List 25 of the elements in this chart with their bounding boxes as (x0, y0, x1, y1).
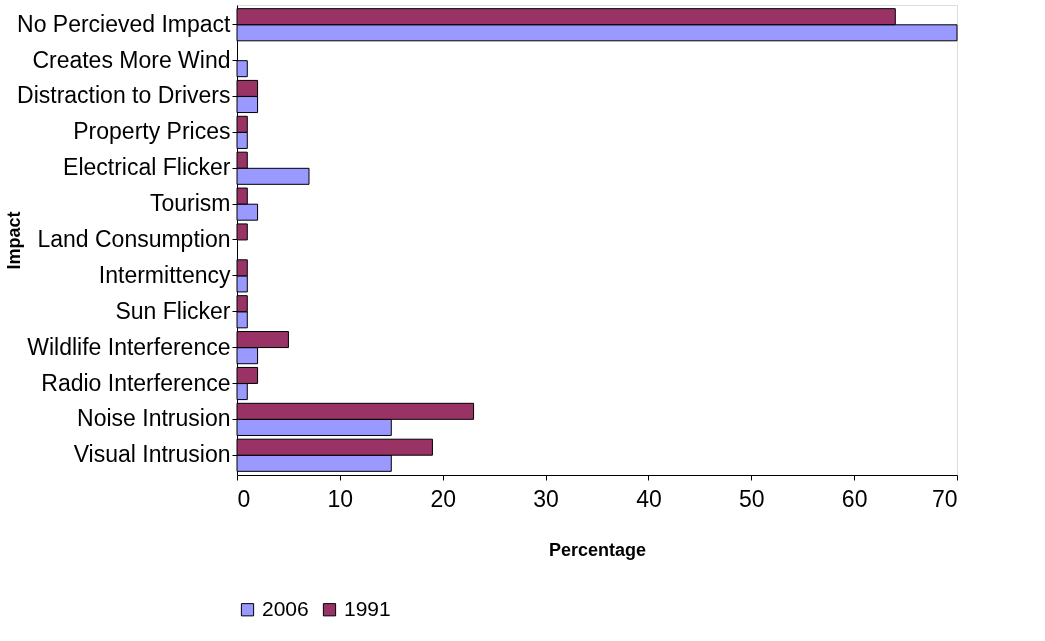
y-tick-label: Visual Intrusion (73, 441, 231, 468)
x-tick-label: 0 (237, 485, 251, 512)
x-tick-label: 20 (430, 485, 457, 512)
y-tick-label: Sun Flicker (115, 297, 231, 324)
y-tick-label: Distraction to Drivers (17, 82, 231, 109)
x-axis-title: Percentage (548, 539, 647, 560)
y-tick-label: Land Consumption (37, 226, 231, 252)
y-tick-label: Noise Intrusion (77, 405, 231, 432)
x-tick-label: 60 (841, 485, 868, 512)
x-tick-label: 40 (636, 485, 662, 512)
legend-label: 1991 (344, 596, 391, 620)
x-tick-label: 50 (738, 485, 765, 512)
y-tick-label: Tourism (149, 190, 231, 217)
y-tick-label: Electrical Flicker (63, 154, 231, 181)
x-tick-label: 30 (533, 485, 559, 512)
y-tick-label: No Percieved Impact (17, 10, 232, 37)
y-tick-label: Creates More Wind (32, 46, 231, 73)
y-tick-label: Intermittency (98, 261, 231, 288)
y-axis-title: Impact (3, 211, 24, 270)
y-tick-label: Radio Interference (41, 369, 231, 396)
x-tick-label: 10 (327, 485, 354, 512)
y-tick-label: Wildlife Interference (27, 333, 231, 360)
x-tick-label: 70 (931, 485, 958, 512)
y-tick-label: Property Prices (73, 118, 231, 145)
legend-label: 2006 (262, 596, 309, 620)
